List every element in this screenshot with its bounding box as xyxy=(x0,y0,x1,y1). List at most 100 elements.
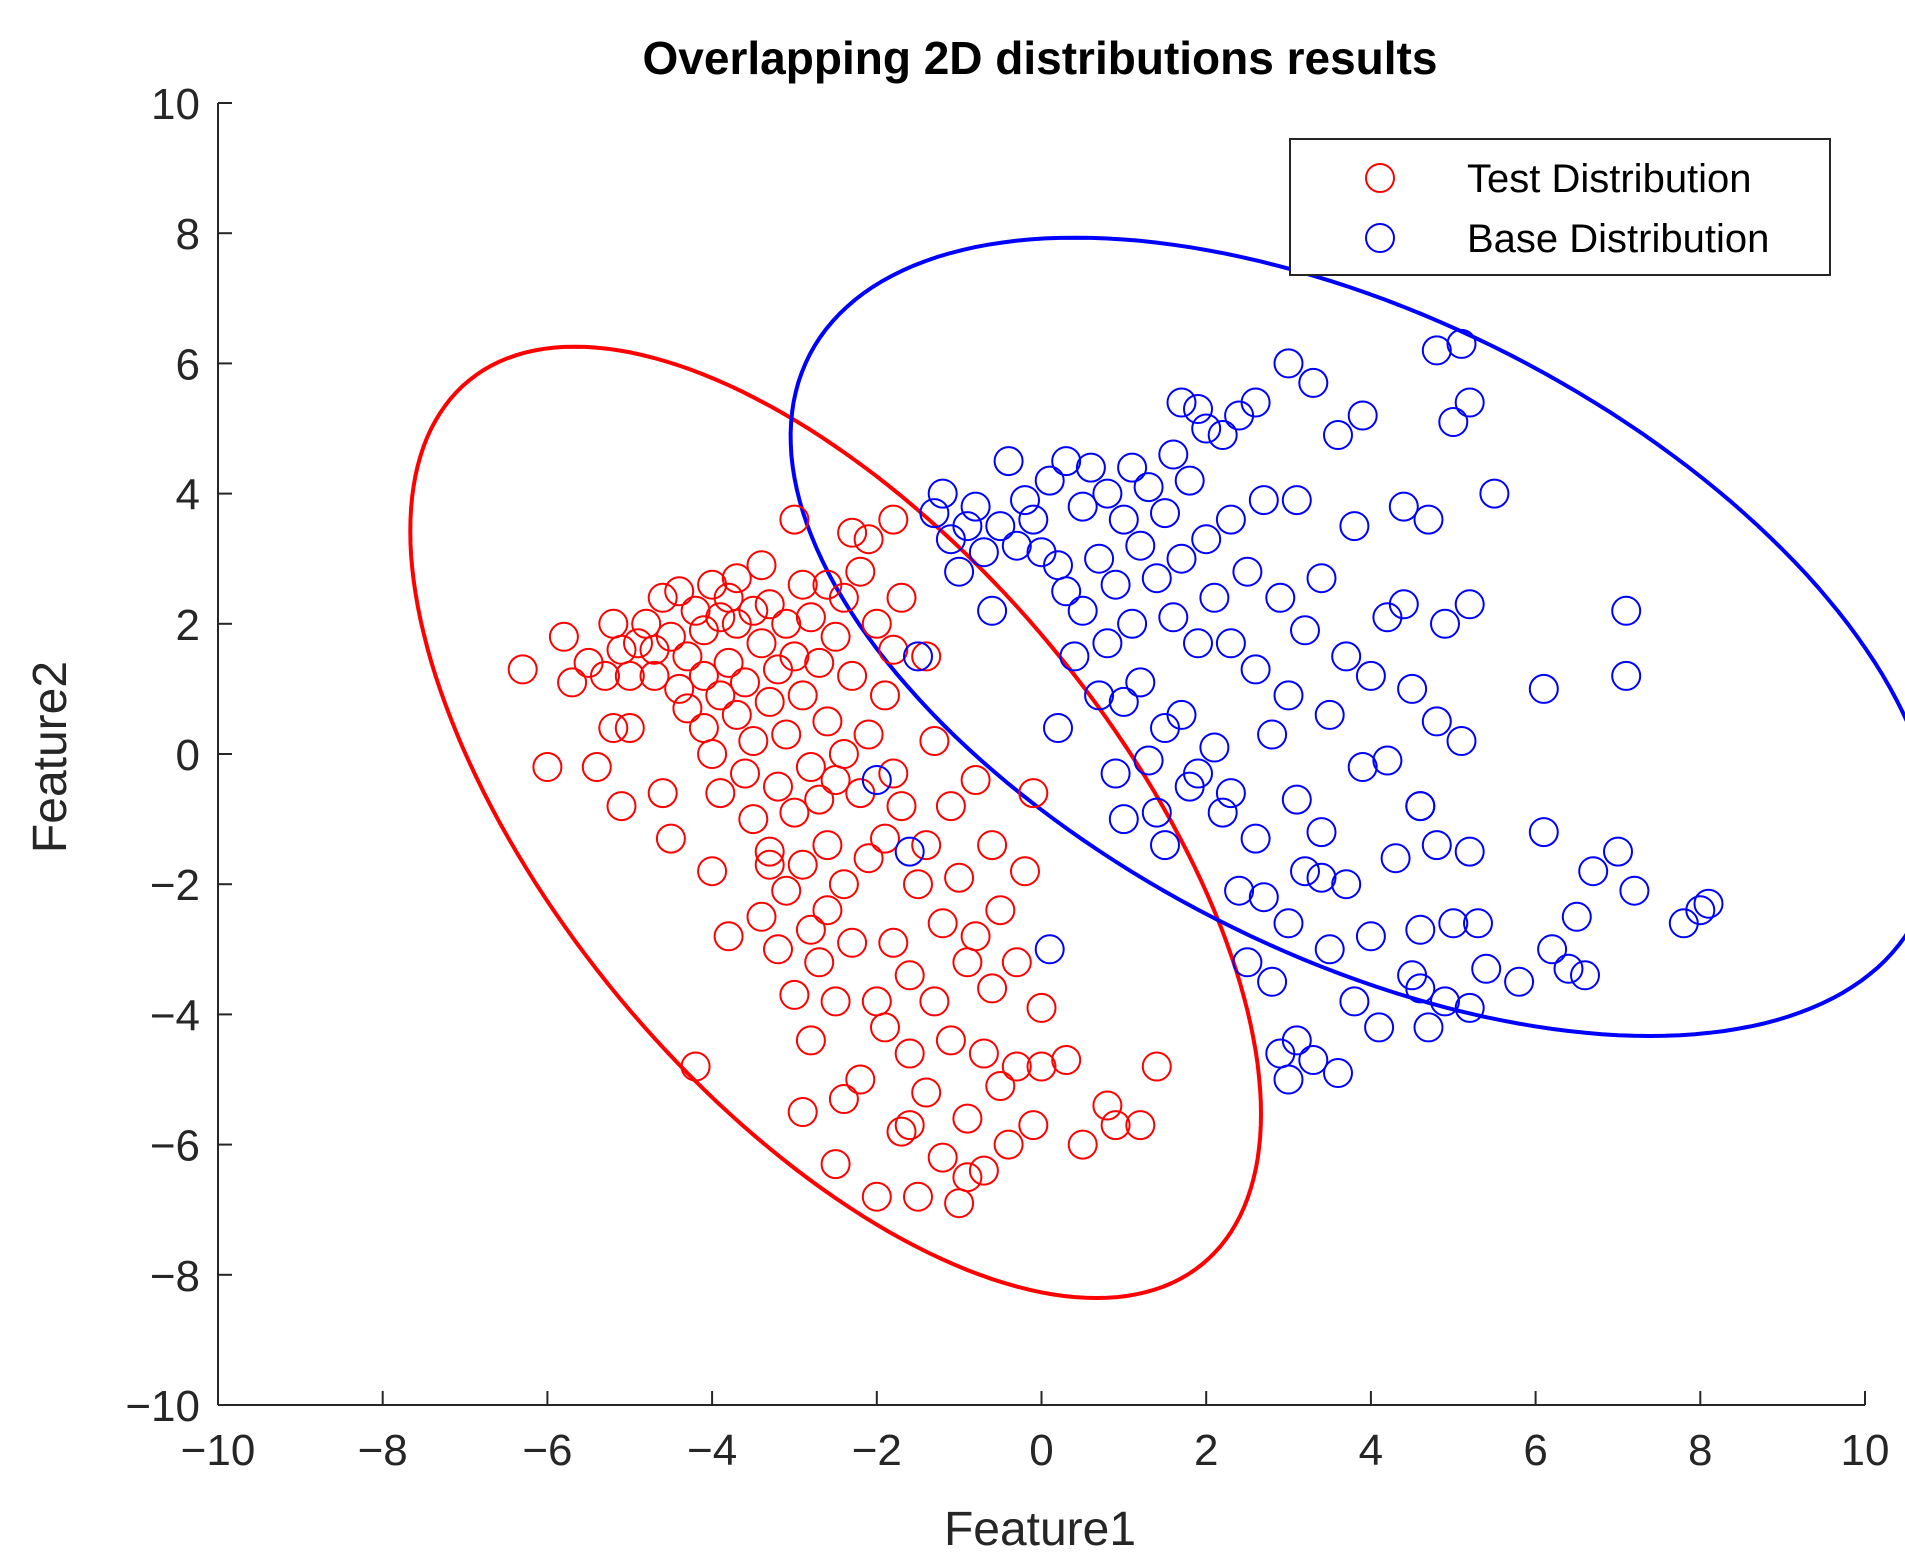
point-base xyxy=(1355,660,1386,691)
point-base xyxy=(1413,1012,1444,1043)
point-test xyxy=(837,927,868,958)
point-base xyxy=(1561,901,1592,932)
point-test xyxy=(927,1142,958,1173)
point-base xyxy=(1108,504,1139,535)
point-base xyxy=(1183,758,1213,789)
point-base xyxy=(1331,869,1362,900)
point-test xyxy=(1067,1129,1098,1160)
point-base xyxy=(1603,836,1633,867)
axis-layer: −10 −8 −6 −4 −2 0 2 4 6 8 10 −10 −8 −6 −4 −2 0 2 4 6 8 10 xyxy=(125,80,1889,1475)
point-base xyxy=(1298,1045,1329,1075)
point-test xyxy=(911,1077,942,1108)
point-test xyxy=(903,1181,933,1212)
point-base xyxy=(1166,543,1197,574)
point-test xyxy=(853,719,884,750)
point-base xyxy=(1454,589,1485,620)
point-base xyxy=(1339,986,1370,1017)
point-base xyxy=(1479,478,1510,509)
y-tick-label: −8 xyxy=(150,1252,200,1301)
legend: Test Distribution Base Distribution xyxy=(1289,138,1831,276)
point-test xyxy=(886,1116,917,1147)
point-base xyxy=(1158,602,1189,633)
point-base xyxy=(1183,394,1213,424)
point-test xyxy=(754,686,785,717)
point-test xyxy=(655,621,686,652)
point-test xyxy=(763,771,793,802)
point-base xyxy=(1339,511,1370,542)
x-tick-label: 0 xyxy=(1029,1426,1053,1475)
point-base xyxy=(1265,582,1296,613)
point-test xyxy=(771,875,802,906)
legend-label-base: Base Distribution xyxy=(1467,217,1769,261)
legend-marker-base xyxy=(1365,223,1395,253)
point-test xyxy=(935,791,966,822)
y-tick-label: 8 xyxy=(176,210,200,259)
point-base xyxy=(1421,335,1452,366)
point-test xyxy=(911,641,942,672)
point-test xyxy=(507,654,538,685)
point-base xyxy=(1257,719,1288,750)
x-tick-label: −4 xyxy=(687,1426,737,1475)
point-test xyxy=(977,973,1008,1004)
point-base xyxy=(1364,1012,1395,1043)
point-base xyxy=(1150,498,1180,529)
point-base xyxy=(1537,934,1568,965)
point-base xyxy=(1100,569,1131,600)
point-test xyxy=(1125,1110,1156,1141)
point-test xyxy=(746,901,777,932)
y-tick-label: 0 xyxy=(176,731,200,780)
point-test xyxy=(713,647,744,678)
point-base xyxy=(1059,641,1090,672)
point-test xyxy=(968,1038,999,1069)
point-test xyxy=(837,517,868,548)
point-test xyxy=(590,660,620,691)
x-tick-label: 6 xyxy=(1523,1426,1547,1475)
point-base xyxy=(1215,628,1246,659)
point-base xyxy=(1446,328,1477,359)
point-test xyxy=(804,947,835,978)
point-base xyxy=(1051,446,1082,477)
point-base xyxy=(1133,472,1164,503)
point-base xyxy=(1257,966,1288,997)
point-test xyxy=(787,1097,818,1127)
point-base xyxy=(1438,908,1469,939)
point-base xyxy=(903,641,933,672)
point-test xyxy=(894,1038,925,1069)
point-base xyxy=(1240,387,1271,418)
point-base xyxy=(1092,478,1123,509)
point-base xyxy=(1323,420,1353,450)
point-base xyxy=(1166,699,1197,730)
point-test xyxy=(927,908,958,939)
point-base xyxy=(1553,953,1584,984)
point-base xyxy=(1084,543,1115,574)
point-test xyxy=(878,634,909,665)
point-base xyxy=(1504,966,1535,997)
point-base xyxy=(1281,784,1312,815)
legend-marker-test xyxy=(1365,163,1395,193)
y-tick-label: −2 xyxy=(150,861,200,910)
point-test xyxy=(623,628,653,659)
point-base xyxy=(1405,791,1436,822)
point-test xyxy=(606,791,637,822)
point-test xyxy=(746,628,777,659)
chart-title: Overlapping 2D distributions results xyxy=(643,32,1438,84)
point-base xyxy=(1388,491,1419,522)
point-test xyxy=(721,563,752,594)
point-test xyxy=(779,504,810,535)
point-test xyxy=(894,1110,925,1141)
point-test xyxy=(655,823,686,854)
point-base xyxy=(1446,726,1477,756)
point-base xyxy=(993,446,1024,477)
point-test xyxy=(713,921,744,952)
point-test xyxy=(935,1025,966,1056)
point-test xyxy=(779,641,810,672)
y-axis-label: Feature2 xyxy=(24,661,77,853)
point-test xyxy=(1001,947,1032,978)
point-test xyxy=(532,752,563,782)
point-base xyxy=(1421,830,1452,861)
point-base xyxy=(1108,804,1139,835)
point-test xyxy=(977,830,1008,861)
point-test xyxy=(548,621,579,652)
point-test xyxy=(1141,1051,1172,1082)
point-base xyxy=(1125,530,1156,561)
